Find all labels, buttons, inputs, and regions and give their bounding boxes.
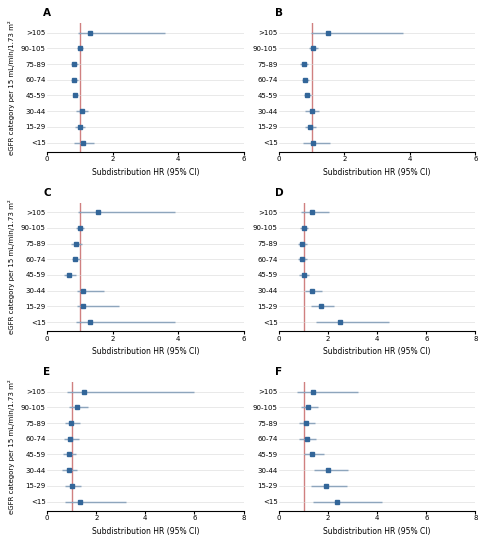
Y-axis label: eGFR category per 15 mL/min/1.73 m²: eGFR category per 15 mL/min/1.73 m²: [8, 200, 16, 335]
X-axis label: Subdistribution HR (95% CI): Subdistribution HR (95% CI): [324, 168, 431, 177]
X-axis label: Subdistribution HR (95% CI): Subdistribution HR (95% CI): [91, 347, 199, 356]
X-axis label: Subdistribution HR (95% CI): Subdistribution HR (95% CI): [324, 347, 431, 356]
X-axis label: Subdistribution HR (95% CI): Subdistribution HR (95% CI): [91, 168, 199, 177]
Y-axis label: eGFR category per 15 mL/min/1.73 m²: eGFR category per 15 mL/min/1.73 m²: [8, 379, 16, 514]
X-axis label: Subdistribution HR (95% CI): Subdistribution HR (95% CI): [91, 527, 199, 536]
Y-axis label: eGFR category per 15 mL/min/1.73 m²: eGFR category per 15 mL/min/1.73 m²: [8, 20, 16, 155]
Text: F: F: [275, 367, 282, 377]
X-axis label: Subdistribution HR (95% CI): Subdistribution HR (95% CI): [324, 527, 431, 536]
Text: A: A: [43, 8, 51, 18]
Text: B: B: [275, 8, 283, 18]
Text: D: D: [275, 188, 284, 197]
Text: C: C: [43, 188, 51, 197]
Text: E: E: [43, 367, 51, 377]
